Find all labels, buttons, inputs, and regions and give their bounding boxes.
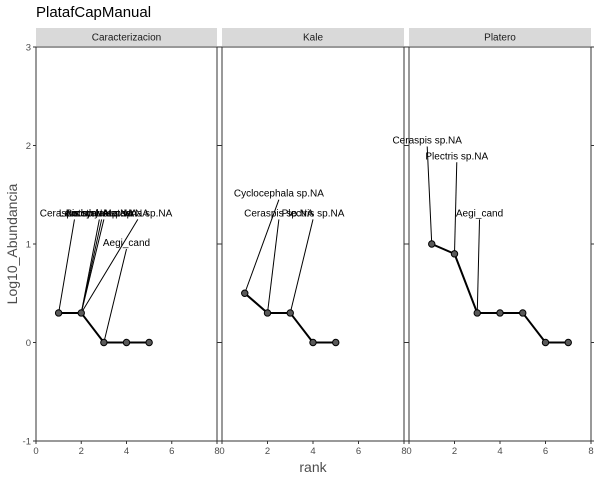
data-point xyxy=(241,289,249,297)
data-point xyxy=(286,309,294,317)
data-point xyxy=(332,338,340,347)
facet-strip xyxy=(409,28,591,46)
y-tick-label: 3 xyxy=(26,43,31,54)
label-leader-line xyxy=(267,219,280,314)
data-point xyxy=(564,338,572,347)
x-tick-label: 2 xyxy=(452,446,457,457)
point-label: Plectris sp.NA xyxy=(282,208,345,219)
x-tick-label: 4 xyxy=(310,446,315,457)
label-leader-line xyxy=(476,219,481,313)
facet-strip xyxy=(36,28,217,46)
x-tick-label: 8 xyxy=(588,446,593,457)
label-leader-line xyxy=(58,219,75,314)
panel-border xyxy=(408,46,592,442)
label-leader-line xyxy=(103,248,127,343)
x-tick-label: 0 xyxy=(406,446,411,457)
y-tick-label: 1 xyxy=(26,240,31,251)
x-tick-label: 6 xyxy=(169,446,174,457)
data-point xyxy=(77,309,85,317)
data-point xyxy=(122,338,131,347)
facet-strip-label: Kale xyxy=(303,33,323,44)
x-tick-label: 6 xyxy=(356,446,361,457)
series-line xyxy=(431,243,569,344)
x-tick-label: 0 xyxy=(219,446,224,457)
point-label: Anomala sp.NA xyxy=(65,208,135,219)
label-leader-line xyxy=(454,162,458,254)
label-leader-line xyxy=(80,219,105,314)
point-label: Mataena sp.NA xyxy=(103,208,172,219)
x-tick-label: 2 xyxy=(79,446,84,457)
y-tick-label: 0 xyxy=(26,338,31,349)
x-tick-label: 4 xyxy=(124,446,129,457)
facet-panel-3: Platero 0 2 4 6 8 Ceraspis sp.NA Plectris sp.NA… xyxy=(392,28,594,457)
point-label: Aegi_cand xyxy=(456,208,503,219)
data-point xyxy=(309,338,317,347)
data-point xyxy=(541,338,550,347)
point-label: Cyclocephala sp.NA xyxy=(234,189,324,200)
x-tick-label: 0 xyxy=(33,446,38,457)
facet-panel-2: Kale 0 2 4 6 8 Cyclocephala sp.NA Ceraspis sp.N… xyxy=(219,28,407,457)
y-axis-title: Log10_Abundancia xyxy=(4,183,20,304)
data-point xyxy=(100,338,108,347)
data-point xyxy=(54,309,63,317)
data-point xyxy=(428,240,436,248)
facet-strip-label: Caracterizacion xyxy=(92,33,161,44)
data-point xyxy=(519,309,527,317)
data-point xyxy=(450,250,459,258)
point-label: Plectris sp.NA xyxy=(425,151,488,162)
label-leader-line xyxy=(426,146,433,245)
x-tick-label: 6 xyxy=(543,446,548,457)
facet-strip xyxy=(222,28,404,46)
panel-border xyxy=(221,46,405,442)
point-label: Leucothyreus sp.NA xyxy=(59,208,149,219)
y-tick-label: -1 xyxy=(23,437,31,448)
point-label: Bothynus sp.NA xyxy=(66,208,138,219)
chart-title: PlatafCapManual xyxy=(36,4,151,21)
point-label: Ceraspis sp.NA xyxy=(244,208,314,219)
series-line xyxy=(244,292,336,344)
label-leader-line xyxy=(80,219,139,314)
point-label: Ceraspis sp.NA xyxy=(392,136,462,147)
data-point xyxy=(473,309,481,317)
y-tick-label: 2 xyxy=(26,141,31,152)
series-line xyxy=(58,311,150,344)
facet-strip-label: Platero xyxy=(484,33,516,44)
label-leader-line xyxy=(244,199,280,294)
x-tick-label: 4 xyxy=(497,446,502,457)
label-leader-line xyxy=(289,219,314,314)
x-axis-title: rank xyxy=(299,459,327,475)
data-point xyxy=(145,338,153,347)
point-label: Ceraspis sp.NA xyxy=(40,208,110,219)
data-point xyxy=(263,309,272,317)
x-tick-label: 8 xyxy=(401,446,406,457)
point-label: Aegi_cand xyxy=(103,238,150,249)
x-tick-label: 2 xyxy=(265,446,270,457)
x-tick-label: 8 xyxy=(214,446,219,457)
data-point xyxy=(496,309,504,317)
